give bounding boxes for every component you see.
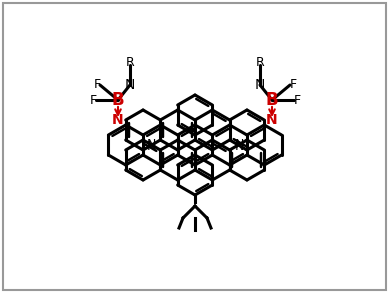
Text: R: R xyxy=(255,55,264,69)
Text: R: R xyxy=(126,55,135,69)
Text: F: F xyxy=(293,93,301,106)
FancyBboxPatch shape xyxy=(3,3,386,290)
Text: B: B xyxy=(112,91,124,109)
Text: B: B xyxy=(266,91,278,109)
Text: N: N xyxy=(112,113,124,127)
Text: N: N xyxy=(234,139,244,152)
Text: N: N xyxy=(146,137,156,151)
Text: N: N xyxy=(234,137,244,151)
Text: N: N xyxy=(255,78,265,92)
Text: F: F xyxy=(89,93,97,106)
Text: F: F xyxy=(94,78,101,91)
Text: N: N xyxy=(266,113,278,127)
Text: N: N xyxy=(125,78,135,92)
Text: N: N xyxy=(146,139,156,152)
Text: F: F xyxy=(289,78,296,91)
